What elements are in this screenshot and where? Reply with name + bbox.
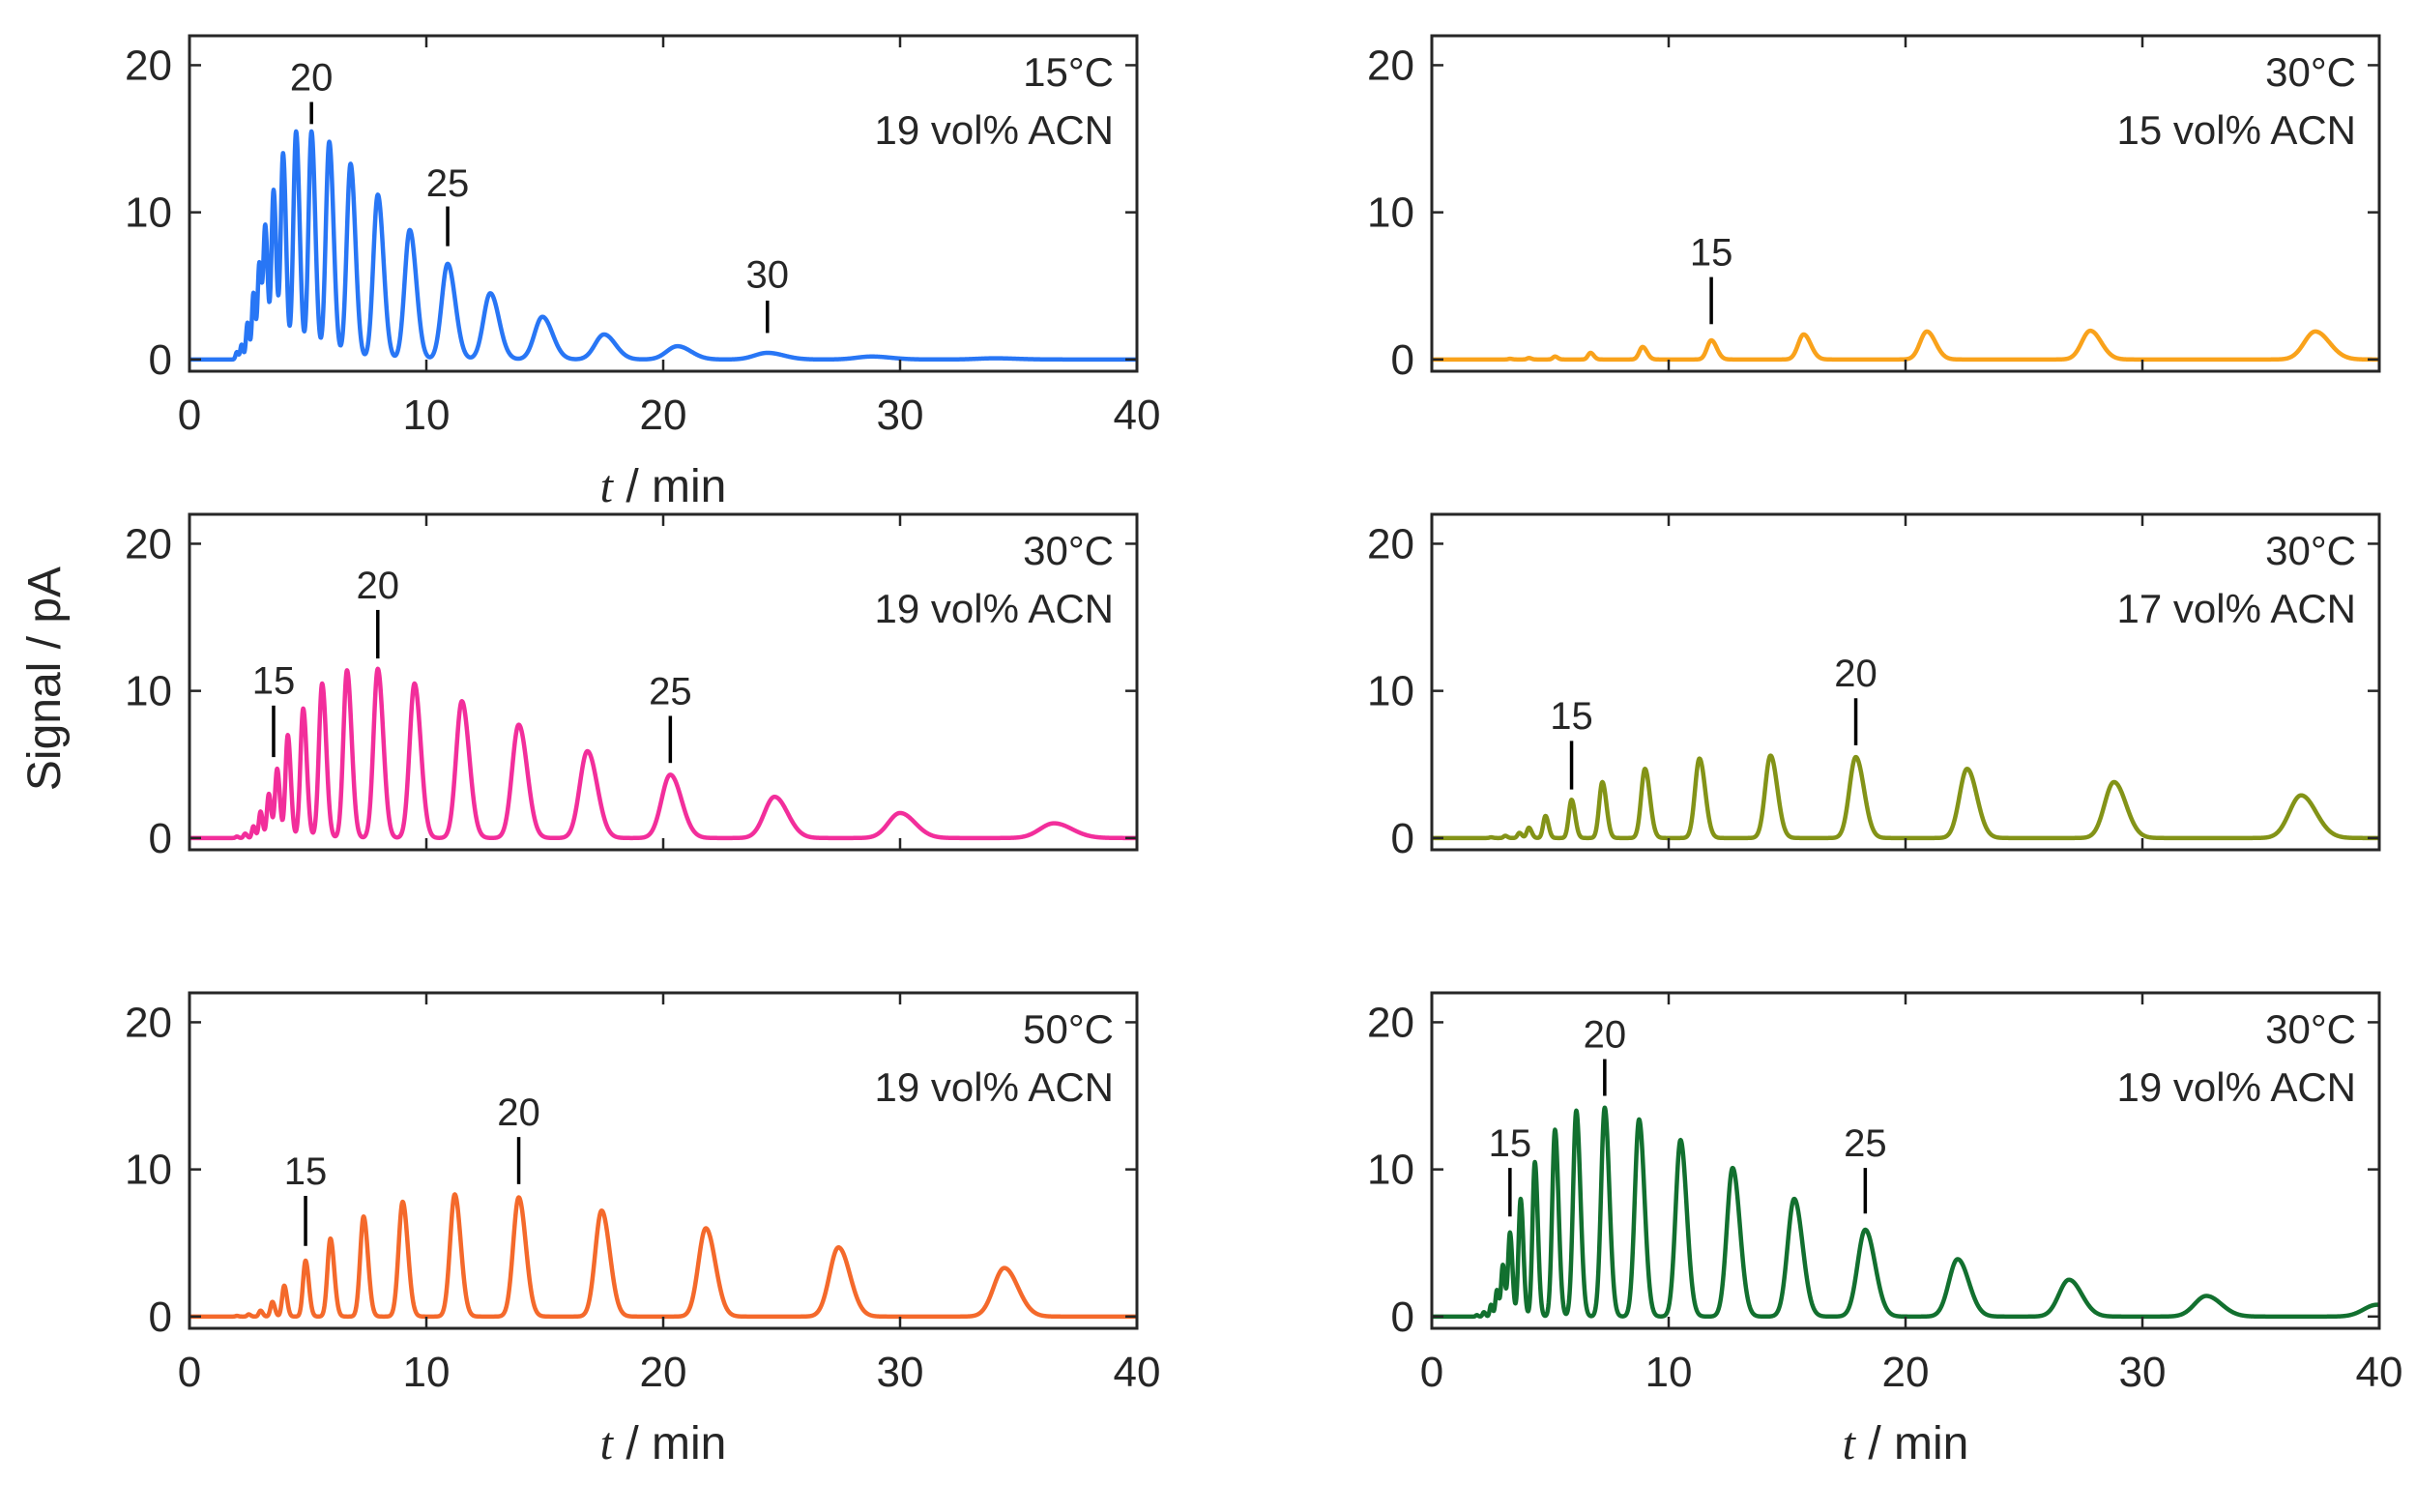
panel-middle-right: 0 10 20 30°C 17 vol% ACN 15 20 (1367, 512, 2381, 862)
peak-annotation-label: 20 (1584, 1013, 1627, 1056)
acn-fraction-label: 19 vol% ACN (875, 1064, 1114, 1110)
chromatogram-trace (188, 666, 1139, 841)
y-tick-label: 10 (125, 1147, 172, 1194)
x-tick-label: 30 (877, 392, 924, 439)
peak-annotation-label: 15 (1690, 231, 1733, 274)
temperature-label: 30°C (1023, 528, 1114, 573)
peak-annotation-label: 25 (1844, 1122, 1887, 1165)
peak-annotation-label: 15 (1489, 1122, 1532, 1165)
y-tick-label: 10 (125, 189, 172, 237)
y-tick-label: 0 (149, 1294, 172, 1341)
panel-top-left: 0 10 20 30 40 0 10 20 15°C 19 vol% ACN 20 25 30 t / m… (125, 34, 1161, 512)
y-tick-label: 10 (1367, 1147, 1414, 1194)
x-axis-label: t / min (600, 461, 727, 512)
peak-annotation-label: 20 (1834, 653, 1877, 695)
y-tick-label: 20 (1367, 42, 1414, 89)
x-tick-label: 40 (2356, 1349, 2403, 1396)
x-tick-label: 20 (1882, 1349, 1930, 1396)
x-tick-label: 40 (1114, 1349, 1161, 1396)
peak-annotation-label: 25 (649, 670, 692, 712)
chromatogram-trace (188, 1192, 1139, 1320)
temperature-label: 15°C (1023, 49, 1114, 95)
acn-fraction-label: 19 vol% ACN (875, 107, 1114, 153)
y-tick-label: 10 (125, 668, 172, 715)
x-tick-label: 0 (178, 1349, 201, 1396)
x-axis-label: t / min (1843, 1418, 1969, 1469)
peak-annotation-label: 30 (746, 253, 790, 296)
y-tick-label: 20 (125, 42, 172, 89)
y-tick-label: 20 (125, 999, 172, 1046)
y-tick-label: 0 (1391, 815, 1414, 862)
temperature-label: 30°C (2265, 49, 2356, 95)
chromatogram-trace (188, 129, 1139, 363)
x-tick-label: 10 (403, 392, 451, 439)
chromatogram-trace (1430, 328, 2381, 363)
chromatogram-trace (1430, 753, 2381, 841)
acn-fraction-label: 19 vol% ACN (875, 586, 1114, 631)
x-tick-label: 20 (640, 1349, 687, 1396)
acn-fraction-label: 15 vol% ACN (2117, 107, 2356, 153)
x-tick-label: 10 (1645, 1349, 1693, 1396)
y-tick-label: 20 (1367, 999, 1414, 1046)
y-tick-label: 20 (1367, 520, 1414, 567)
y-tick-label: 20 (125, 520, 172, 567)
temperature-label: 30°C (2265, 1006, 2356, 1052)
x-tick-label: 40 (1114, 392, 1161, 439)
x-tick-label: 30 (2119, 1349, 2167, 1396)
y-tick-label: 10 (1367, 668, 1414, 715)
peak-annotation-label: 20 (497, 1091, 540, 1134)
peak-annotation-label: 25 (426, 162, 470, 205)
x-tick-label: 0 (1420, 1349, 1443, 1396)
x-tick-label: 0 (178, 392, 201, 439)
y-axis-label: Signal / pA (19, 567, 71, 791)
peak-annotation-label: 20 (357, 565, 400, 607)
temperature-label: 50°C (1023, 1006, 1114, 1052)
x-tick-label: 30 (877, 1349, 924, 1396)
acn-fraction-label: 19 vol% ACN (2117, 1064, 2356, 1110)
y-tick-label: 10 (1367, 189, 1414, 237)
peak-annotation-label: 15 (1550, 695, 1593, 738)
peak-annotation-label: 15 (252, 660, 296, 703)
y-tick-label: 0 (149, 815, 172, 862)
y-tick-label: 0 (149, 336, 172, 384)
x-tick-label: 20 (640, 392, 687, 439)
y-tick-label: 0 (1391, 336, 1414, 384)
panel-middle-left: 0 10 20 30°C 19 vol% ACN 15 20 25 (125, 512, 1139, 862)
temperature-label: 30°C (2265, 528, 2356, 573)
acn-fraction-label: 17 vol% ACN (2117, 586, 2356, 631)
chromatogram-trace (1430, 1105, 2381, 1320)
x-tick-label: 10 (403, 1349, 451, 1396)
axes-frame (1430, 34, 2381, 373)
y-tick-label: 0 (1391, 1294, 1414, 1341)
panel-bottom-right: 0 10 20 30 40 0 10 20 30°C 19 vol% ACN 15 20 25 t / m… (1367, 991, 2403, 1469)
panel-top-right: 0 10 20 30°C 15 vol% ACN 15 (1367, 34, 2381, 384)
x-axis-label: t / min (600, 1418, 727, 1469)
panel-bottom-left: 0 10 20 30 40 0 10 20 50°C 19 vol% ACN 15 20 t / min (125, 991, 1161, 1469)
peak-annotation-label: 15 (284, 1150, 328, 1193)
peak-annotation-label: 20 (290, 56, 334, 99)
